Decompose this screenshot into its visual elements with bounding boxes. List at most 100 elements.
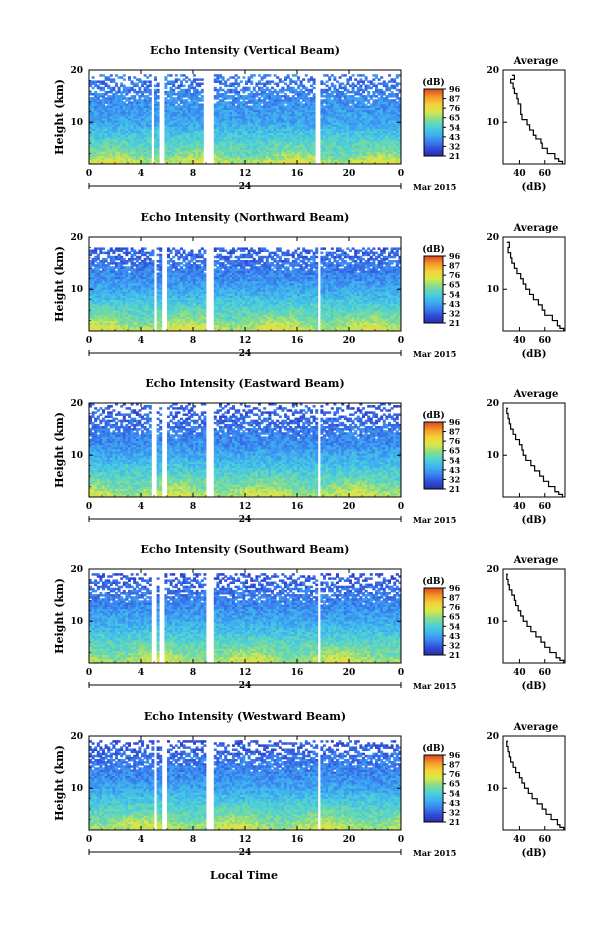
heatmap-cell — [99, 138, 103, 142]
heatmap-cell — [232, 124, 235, 127]
heatmap-cell — [141, 134, 144, 138]
heatmap-cell — [239, 143, 243, 146]
heatmap-cell — [107, 136, 111, 140]
heatmap-cell — [148, 136, 152, 140]
heatmap-cell — [219, 161, 222, 165]
heatmap-cell — [109, 105, 113, 108]
heatmap-cell — [234, 88, 238, 92]
heatmap-cell — [216, 92, 220, 96]
heatmap-cell — [102, 149, 105, 152]
heatmap-cell — [252, 126, 256, 129]
heatmap-cell — [307, 78, 311, 81]
heatmap-cell — [156, 126, 160, 129]
heatmap-cell — [224, 80, 228, 83]
heatmap-cell — [242, 99, 246, 102]
heatmap-cell — [154, 132, 157, 136]
y-tick-label: 20 — [70, 66, 83, 76]
heatmap-cell — [125, 149, 129, 152]
heatmap-cell — [102, 147, 105, 150]
heatmap-cell — [130, 103, 134, 106]
heatmap-cell — [219, 126, 222, 129]
heatmap-cell — [250, 111, 254, 115]
heatmap-cell — [141, 84, 144, 88]
heatmap-cell — [138, 141, 142, 144]
heatmap-cell — [143, 103, 147, 106]
heatmap-cell — [115, 151, 118, 154]
heatmap-cell — [167, 147, 170, 150]
heatmap-cell — [141, 159, 144, 163]
heatmap-cell — [141, 80, 144, 83]
heatmap-cell — [237, 105, 241, 108]
heatmap-cell — [177, 130, 181, 134]
heatmap-cell — [190, 99, 194, 102]
heatmap-cell — [156, 151, 160, 154]
heatmap-cell — [242, 143, 246, 146]
heatmap-cell — [122, 101, 126, 104]
heatmap-cell — [226, 122, 230, 125]
heatmap-cell — [258, 151, 261, 154]
heatmap-cell — [200, 138, 204, 142]
heatmap-cell — [250, 159, 254, 163]
heatmap-cell — [109, 155, 113, 159]
heatmap-cell — [216, 115, 220, 119]
heatmap-cell — [258, 122, 261, 125]
heatmap-cell — [252, 103, 256, 106]
heatmap-cell — [104, 128, 108, 131]
heatmap-cell — [255, 111, 259, 115]
heatmap-cell — [255, 107, 259, 111]
heatmap-cell — [232, 90, 235, 94]
heatmap-cell — [143, 80, 147, 83]
heatmap-cell — [169, 105, 173, 108]
heatmap-cell — [125, 118, 129, 121]
heatmap-cell — [122, 157, 126, 161]
heatmap-cell — [169, 124, 173, 127]
heatmap-cell — [133, 95, 137, 98]
heatmap-cell — [382, 90, 386, 94]
heatmap-cell — [122, 130, 126, 134]
heatmap-cell — [234, 78, 238, 81]
heatmap-cell — [185, 103, 189, 106]
colorbar-tick-label: 96 — [449, 84, 461, 94]
heatmap-cell — [104, 136, 108, 140]
heatmap-cell — [232, 141, 235, 144]
heatmap-cell — [172, 130, 176, 134]
heatmap-cell — [104, 132, 108, 136]
heatmap-cell — [232, 76, 235, 79]
heatmap-cell — [141, 107, 144, 111]
heatmap-cell — [102, 80, 105, 83]
heatmap-cell — [122, 86, 126, 90]
heatmap-cell — [281, 99, 285, 102]
heatmap-cell — [226, 90, 230, 94]
heatmap-cell — [367, 90, 371, 94]
heatmap-cell — [195, 109, 199, 113]
heatmap-cell — [252, 138, 256, 142]
heatmap-cell — [252, 107, 256, 111]
heatmap-cell — [180, 88, 183, 92]
heatmap-cell — [258, 80, 261, 83]
heatmap-cell — [164, 111, 168, 115]
heatmap-cell — [172, 153, 176, 157]
heatmap-cell — [245, 82, 248, 86]
heatmap-cell — [138, 111, 142, 115]
heatmap-cell — [221, 111, 225, 115]
heatmap-cell — [135, 134, 139, 138]
heatmap-cell — [164, 105, 168, 108]
heatmap-cell — [195, 143, 199, 146]
heatmap-cell — [112, 120, 116, 123]
heatmap-cell — [200, 153, 204, 157]
heatmap-cell — [252, 111, 256, 115]
heatmap-cell — [330, 74, 334, 77]
heatmap-cell — [304, 92, 308, 96]
heatmap-cell — [146, 90, 150, 94]
heatmap-cell — [198, 84, 202, 88]
heatmap-cell — [169, 80, 173, 83]
heatmap-cell — [255, 149, 259, 152]
heatmap-cell — [255, 128, 259, 131]
heatmap-cell — [247, 88, 251, 92]
heatmap-cell — [104, 115, 108, 119]
heatmap-cell — [133, 76, 137, 79]
colorbar-tick-label: 54 — [449, 122, 461, 132]
heatmap-cell — [102, 128, 105, 131]
heatmap-cell — [130, 128, 134, 131]
heatmap-cell — [94, 138, 98, 142]
